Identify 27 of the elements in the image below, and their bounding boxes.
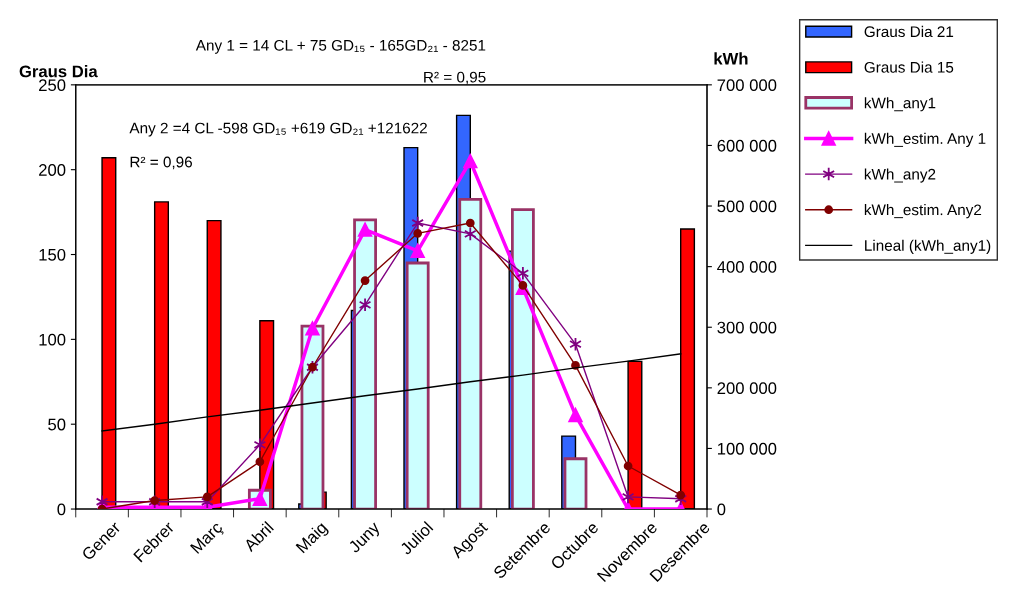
y-tick-label: 0 [57, 503, 66, 516]
text: Any 1 = 14 CL + 75 GD₁₅ - 165GD₂₁ - 8251 [195, 39, 486, 54]
legend-label: kWh_estim. Any2 [864, 204, 982, 219]
y2-tick-label: 500 000 [717, 200, 777, 213]
y2-tick-label: 100 000 [717, 442, 777, 455]
legend-label: Graus Dia 21 [864, 25, 954, 38]
legend-label: kWh_estim. Any 1 [864, 132, 986, 147]
y-tick-label: 250 [39, 79, 66, 92]
y-tick-label: 150 [39, 248, 66, 261]
y2-tick-label: 700 000 [717, 79, 777, 92]
y-tick-label: 50 [48, 418, 66, 431]
annotation: R² = 0,96 [130, 156, 192, 170]
legend-label: kWh_any2 [864, 168, 936, 183]
y2-tick-label: 400 000 [717, 261, 777, 273]
y-tick-label: 200 [39, 164, 66, 176]
text: R² = 0,95 [424, 71, 486, 85]
annotation: Any 2 =4 CL -598 GD₁₅ +619 GD₂₁ +121622 [129, 122, 427, 137]
legend-label: kWh_any1 [864, 97, 936, 112]
y2-axis-title: kWh [714, 52, 748, 65]
y2-tick-label: 600 000 [717, 139, 777, 152]
y-tick-label: 100 [39, 333, 66, 346]
legend-label: Lineal (kWh_any1) [865, 239, 991, 254]
y-axis-title: Graus Dia [19, 65, 98, 78]
y2-tick-label: 200 000 [717, 382, 777, 395]
y2-tick-label: 0 [717, 503, 726, 516]
y2-tick-label: 300 000 [717, 321, 777, 334]
legend-label: Graus Dia 15 [864, 61, 954, 73]
